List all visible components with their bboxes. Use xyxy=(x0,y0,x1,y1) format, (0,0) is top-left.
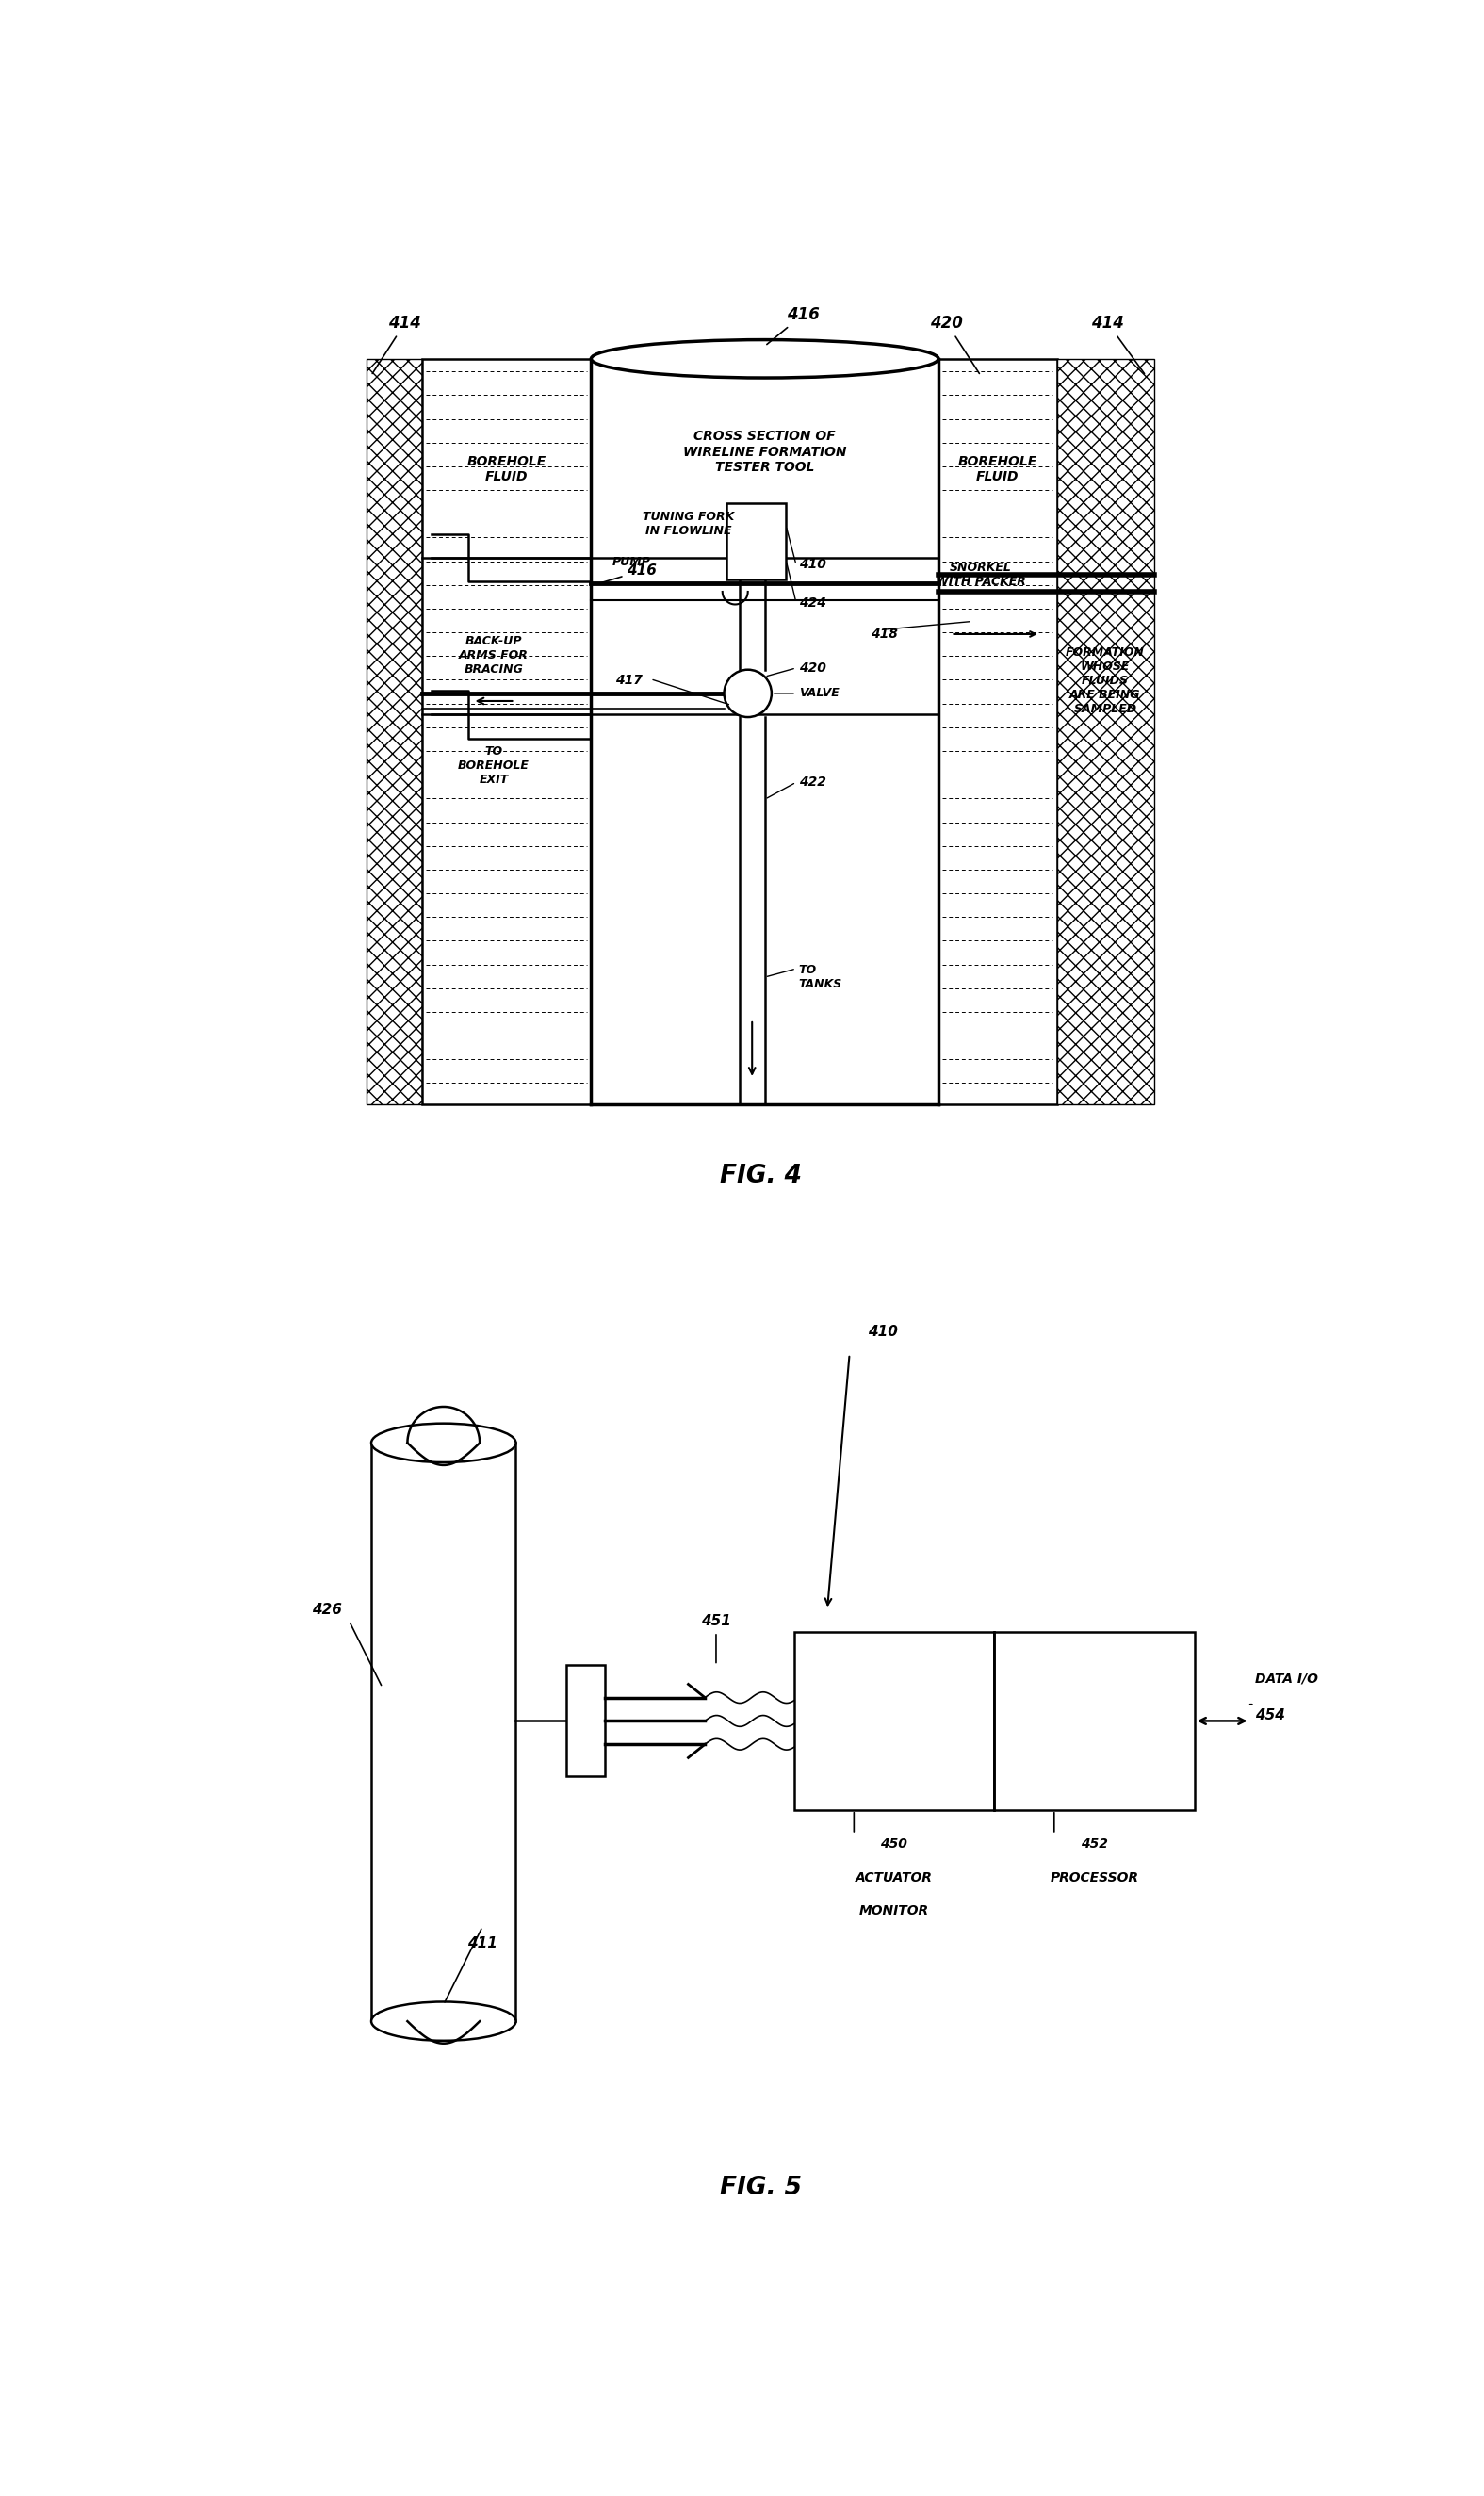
Text: TUNING FORK
IN FLOWLINE: TUNING FORK IN FLOWLINE xyxy=(643,512,735,537)
Text: 416: 416 xyxy=(767,307,819,344)
Text: 450: 450 xyxy=(880,1837,908,1852)
Text: 454: 454 xyxy=(1255,1707,1285,1722)
Ellipse shape xyxy=(371,1423,516,1463)
Text: 410: 410 xyxy=(798,559,827,572)
Text: BOREHOLE
FLUID: BOREHOLE FLUID xyxy=(959,454,1037,484)
Ellipse shape xyxy=(591,339,938,377)
Text: 420: 420 xyxy=(930,314,979,374)
Text: TO
BOREHOLE
EXIT: TO BOREHOLE EXIT xyxy=(459,746,530,786)
Text: 451: 451 xyxy=(700,1615,732,1627)
Bar xyxy=(1057,359,1155,1103)
Text: TO
TANKS: TO TANKS xyxy=(798,963,843,991)
Text: BACK-UP
ARMS FOR
BRACING: BACK-UP ARMS FOR BRACING xyxy=(459,634,528,676)
Bar xyxy=(938,359,1057,1103)
Text: 416: 416 xyxy=(603,564,657,582)
Circle shape xyxy=(724,669,772,716)
Bar xyxy=(794,1632,994,1810)
Text: 418: 418 xyxy=(871,626,898,641)
Text: 411: 411 xyxy=(467,1937,497,1949)
Text: ACTUATOR: ACTUATOR xyxy=(855,1872,932,1884)
Text: PUMP: PUMP xyxy=(611,557,650,569)
Text: FORMATION
WHOSE
FLUIDS
ARE BEING
SAMPLED: FORMATION WHOSE FLUIDS ARE BEING SAMPLED xyxy=(1066,646,1144,714)
Bar xyxy=(421,359,591,1103)
Text: 410: 410 xyxy=(868,1325,898,1338)
Bar xyxy=(367,359,421,1103)
Text: 422: 422 xyxy=(798,776,827,789)
Text: DATA I/O: DATA I/O xyxy=(1255,1672,1318,1685)
Ellipse shape xyxy=(371,2002,516,2042)
Text: 452: 452 xyxy=(1080,1837,1109,1852)
Text: FIG. 5: FIG. 5 xyxy=(720,2177,801,2201)
Text: MONITOR: MONITOR xyxy=(859,1904,929,1917)
Text: 414: 414 xyxy=(1091,314,1144,374)
Text: 420: 420 xyxy=(798,661,827,674)
Text: PROCESSOR: PROCESSOR xyxy=(1049,1872,1138,1884)
Bar xyxy=(727,502,787,579)
Text: 426: 426 xyxy=(312,1602,341,1617)
Text: CROSS SECTION OF
WIRELINE FORMATION
TESTER TOOL: CROSS SECTION OF WIRELINE FORMATION TEST… xyxy=(683,429,846,474)
Bar xyxy=(374,1448,513,2017)
Text: 424: 424 xyxy=(798,597,827,609)
Text: 414: 414 xyxy=(372,314,421,374)
Bar xyxy=(994,1632,1195,1810)
Text: SNORKEL
WITH PACKER: SNORKEL WITH PACKER xyxy=(935,562,1025,589)
Bar xyxy=(565,1665,605,1777)
Text: FIG. 4: FIG. 4 xyxy=(720,1163,801,1188)
Text: VALVE: VALVE xyxy=(798,686,838,699)
Text: BOREHOLE
FLUID: BOREHOLE FLUID xyxy=(467,454,546,484)
Text: 417: 417 xyxy=(616,674,643,686)
Bar xyxy=(595,362,935,1101)
